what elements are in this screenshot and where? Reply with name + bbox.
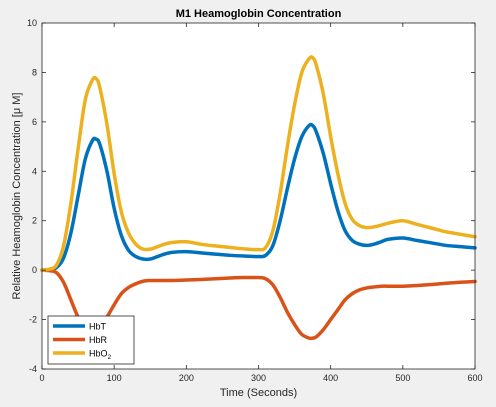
plot-area <box>42 23 475 369</box>
chart-title: M1 Heamoglobin Concentration <box>176 8 342 20</box>
legend-entry-label: HbR <box>89 335 108 345</box>
y-tick-label: 6 <box>32 117 37 127</box>
legend-entry-label: HbO2 <box>89 349 112 362</box>
series-line-hbt <box>40 122 477 272</box>
x-tick-label: 0 <box>39 373 44 383</box>
ticks-layer: 0 100 200 300 400 500 600 -4 -2 0 2 4 6 8 10 <box>27 18 483 383</box>
y-tick-label: 10 <box>27 18 37 28</box>
y-tick-label: 8 <box>32 67 37 77</box>
series-line-hbo <box>40 55 477 272</box>
legend-entry-label: HbT <box>89 322 107 332</box>
x-tick-label: 500 <box>395 373 410 383</box>
y-tick-label: 0 <box>32 265 37 275</box>
x-tick-label: 300 <box>251 373 266 383</box>
x-tick-label: 400 <box>323 373 338 383</box>
y-tick-label: 2 <box>32 216 37 226</box>
x-tick-label: 200 <box>179 373 194 383</box>
legend: HbT HbR HbO2 <box>47 315 135 365</box>
x-tick-label: 100 <box>107 373 122 383</box>
y-tick-label: -4 <box>29 364 37 374</box>
y-axis-label: Relative Heamoglobin Concentration [μ M] <box>11 93 23 300</box>
y-tick-label: -2 <box>29 315 37 325</box>
x-axis-label: Time (Seconds) <box>220 387 297 399</box>
y-tick-label: 4 <box>32 166 37 176</box>
x-tick-label: 600 <box>467 373 482 383</box>
